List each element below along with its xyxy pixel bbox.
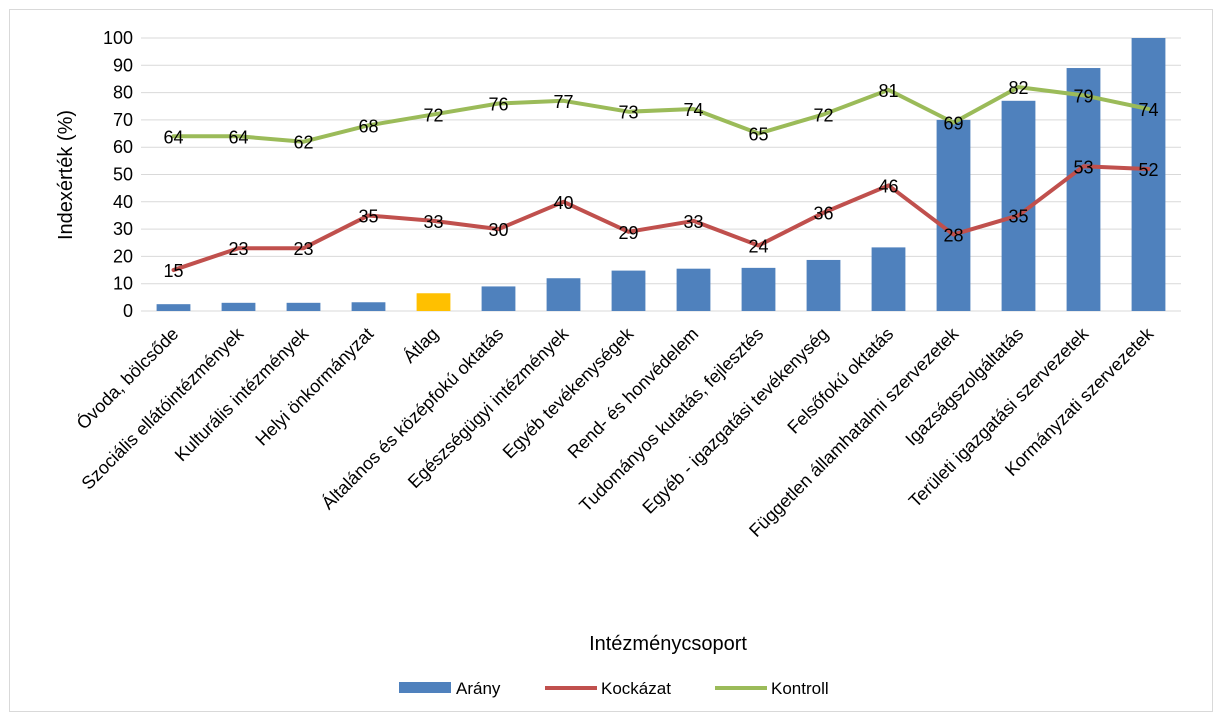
bar-egeszsegugyi-intezmenyek <box>546 278 581 311</box>
data-labels: 15 23 23 35 33 30 40 29 33 24 36 46 28 35 53 52 64 64 62 68… <box>163 78 1158 281</box>
x-tick-label-helyi-onkormanyzat: Helyi önkormányzat <box>251 324 377 450</box>
data-label-kontroll-4: 68 <box>358 116 378 136</box>
x-axis-title: Intézménycsoport <box>589 633 747 655</box>
data-label-kontroll-8: 73 <box>618 103 638 123</box>
y-tick-label-20: 20 <box>113 246 133 266</box>
y-tick-label-100: 100 <box>103 28 133 48</box>
legend: Arány Kockázat Kontroll <box>399 679 829 698</box>
bar-tudomanyos-kutatas-fejlesztes <box>741 267 776 311</box>
data-label-kockazat-10: 24 <box>748 236 768 256</box>
bar-altalanos-es-kozepfoku-oktatas <box>481 286 516 311</box>
data-label-kockazat-1: 15 <box>163 261 183 281</box>
bar-egyeb-tevekenysegek <box>611 270 646 311</box>
data-label-kockazat-9: 33 <box>683 212 703 232</box>
data-label-kockazat-13: 28 <box>943 226 963 246</box>
data-label-kockazat-11: 36 <box>813 204 833 224</box>
data-label-kockazat-12: 46 <box>878 176 898 196</box>
data-label-kockazat-16: 52 <box>1138 160 1158 180</box>
bar-teruleti-igazgatasi-szervezetek <box>1066 68 1101 311</box>
data-label-kontroll-15: 79 <box>1073 86 1093 106</box>
bar-atlag <box>416 293 451 311</box>
y-tick-label-0: 0 <box>123 301 133 321</box>
data-label-kockazat-14: 35 <box>1008 206 1028 226</box>
data-label-kockazat-2: 23 <box>228 239 248 259</box>
x-tick-label-atlag: Átlag <box>399 324 442 367</box>
bar-helyi-onkormanyzat <box>351 302 386 311</box>
y-tick-label-90: 90 <box>113 55 133 75</box>
x-tick-label-egyeb-tevekenysegek: Egyéb tevékenységek <box>499 323 638 462</box>
data-label-kockazat-4: 35 <box>358 206 378 226</box>
data-label-kontroll-9: 74 <box>683 100 703 120</box>
data-label-kontroll-12: 81 <box>878 81 898 101</box>
y-axis-tick-labels: 0 10 20 30 40 50 60 70 80 90 100 <box>103 28 133 321</box>
bar-kulturalis-intezmenyek <box>286 302 321 311</box>
data-label-kontroll-14: 82 <box>1008 78 1028 98</box>
y-tick-label-60: 60 <box>113 137 133 157</box>
y-tick-label-70: 70 <box>113 110 133 130</box>
legend-swatch-arany <box>399 682 451 693</box>
bar-egyeb-igazgatasi-tevekenyseg <box>806 259 841 311</box>
data-label-kontroll-13: 69 <box>943 114 963 134</box>
legend-label-kockazat: Kockázat <box>601 679 671 698</box>
line-series <box>171 85 1151 273</box>
y-tick-label-80: 80 <box>113 83 133 103</box>
data-label-kontroll-10: 65 <box>748 125 768 145</box>
bar-rend-es-honvedelem <box>676 268 711 311</box>
legend-label-arany: Arány <box>456 679 501 698</box>
data-label-kockazat-5: 33 <box>423 212 443 232</box>
line-kockazat <box>171 164 1151 273</box>
y-axis-title: Indexérték (%) <box>55 110 77 240</box>
bar-felsofoku-oktatas <box>871 247 906 311</box>
data-label-kockazat-6: 30 <box>488 220 508 240</box>
bar-ovoda-bolcsode <box>156 304 191 311</box>
x-tick-label-rend-es-honvedelem: Rend- és honvédelem <box>564 324 703 463</box>
y-tick-label-30: 30 <box>113 219 133 239</box>
bar-fuggetlen-allamhatalmi-szervezetek <box>936 119 971 312</box>
data-label-kontroll-5: 72 <box>423 105 443 125</box>
y-tick-label-10: 10 <box>113 274 133 294</box>
y-tick-label-50: 50 <box>113 165 133 185</box>
data-label-kockazat-8: 29 <box>618 223 638 243</box>
line-kontroll <box>171 85 1151 144</box>
bar-kormanyzati-szervezetek <box>1131 38 1166 311</box>
data-label-kockazat-3: 23 <box>293 239 313 259</box>
legend-label-kontroll: Kontroll <box>771 679 829 698</box>
data-label-kontroll-2: 64 <box>228 127 248 147</box>
bar-szocialis-ellatointezmenyek <box>221 302 256 311</box>
data-label-kontroll-6: 76 <box>488 95 508 115</box>
data-label-kontroll-7: 77 <box>553 92 573 112</box>
data-label-kontroll-16: 74 <box>1138 100 1158 120</box>
data-label-kockazat-15: 53 <box>1073 157 1093 177</box>
x-tick-label-igazsagszolgaltatas: Igazságszolgáltatás <box>901 324 1027 450</box>
data-label-kontroll-11: 72 <box>813 105 833 125</box>
data-label-kontroll-1: 64 <box>163 127 183 147</box>
y-tick-label-40: 40 <box>113 192 133 212</box>
data-label-kontroll-3: 62 <box>293 133 313 153</box>
data-label-kockazat-7: 40 <box>553 193 573 213</box>
